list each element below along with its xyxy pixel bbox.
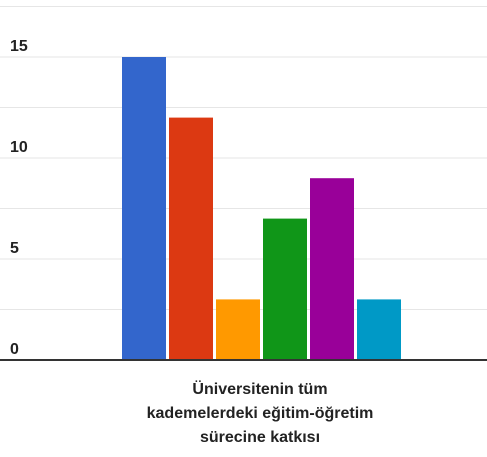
x-axis-label-line-3: sürecine katkısı (199, 429, 321, 446)
x-axis-label-line-1: Üniversitenin tüm (192, 381, 328, 398)
bars (122, 57, 401, 360)
bar-3 (216, 299, 260, 360)
bar-4 (263, 218, 307, 360)
y-tick-label: 0 (10, 341, 19, 358)
bar-1 (122, 57, 166, 360)
y-tick-label: 5 (10, 240, 19, 257)
gridlines (0, 6, 487, 310)
x-axis-label: Üniversitenin tüm kademelerdeki eğitim-ö… (60, 378, 460, 450)
y-tick-label: 10 (10, 139, 28, 156)
y-tick-label: 15 (10, 38, 28, 55)
bar-2 (169, 117, 213, 360)
x-axis-label-line-2: kademelerdeki eğitim-öğretim (146, 405, 374, 422)
bar-5 (310, 178, 354, 360)
bar-6 (357, 299, 401, 360)
y-axis-ticks: 0 5 10 15 (10, 38, 28, 358)
